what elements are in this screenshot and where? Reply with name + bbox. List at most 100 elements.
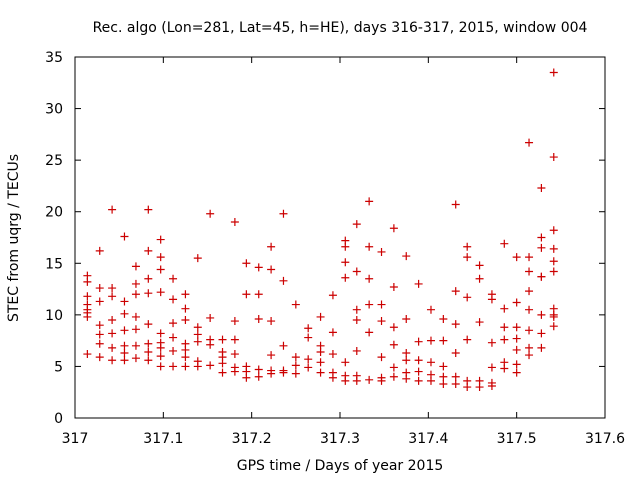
data-point — [352, 267, 361, 276]
data-point — [242, 259, 251, 268]
data-point — [537, 329, 546, 338]
data-point — [402, 314, 411, 323]
data-point — [144, 274, 153, 283]
chart-title: Rec. algo (Lon=281, Lat=45, h=HE), days … — [93, 20, 588, 36]
data-point — [83, 350, 92, 359]
data-point — [120, 326, 129, 335]
data-point — [475, 261, 484, 270]
data-point — [316, 358, 325, 367]
y-axis: 0 5 10 15 20 25 30 35 — [45, 50, 605, 427]
data-point — [169, 274, 178, 283]
data-point — [193, 254, 202, 263]
data-point — [108, 343, 117, 352]
data-point — [279, 276, 288, 285]
data-point — [389, 372, 398, 381]
data-point — [549, 226, 558, 235]
data-point — [144, 205, 153, 214]
data-point — [525, 305, 534, 314]
data-point — [377, 317, 386, 326]
data-point — [352, 220, 361, 229]
data-point — [487, 363, 496, 372]
data-point — [131, 290, 140, 299]
data-point — [156, 235, 165, 244]
data-point — [377, 300, 386, 309]
data-point — [487, 338, 496, 347]
data-point — [181, 304, 190, 313]
data-point — [402, 374, 411, 383]
data-point — [463, 242, 472, 251]
data-point — [144, 320, 153, 329]
data-point — [389, 224, 398, 233]
data-point — [365, 328, 374, 337]
data-point — [316, 347, 325, 356]
data-point — [463, 335, 472, 344]
data-point — [451, 320, 460, 329]
data-point — [144, 289, 153, 298]
data-point — [537, 272, 546, 281]
data-point — [83, 312, 92, 321]
data-point — [549, 244, 558, 253]
data-point — [500, 364, 509, 373]
data-point — [267, 369, 276, 378]
data-point — [218, 335, 227, 344]
x-tick-label: 317.3 — [320, 431, 360, 447]
data-point — [291, 369, 300, 378]
y-tick-label: 15 — [45, 256, 63, 272]
data-point — [95, 353, 104, 362]
data-point — [512, 298, 521, 307]
data-point — [377, 376, 386, 385]
y-tick-label: 35 — [45, 50, 63, 66]
data-point — [389, 340, 398, 349]
data-point — [328, 373, 337, 382]
data-point — [389, 323, 398, 332]
data-point — [108, 284, 117, 293]
data-point — [512, 345, 521, 354]
data-point — [439, 314, 448, 323]
data-point — [304, 333, 313, 342]
data-point — [120, 232, 129, 241]
data-point — [549, 310, 558, 319]
data-point — [120, 356, 129, 365]
data-point — [389, 283, 398, 292]
data-point — [254, 314, 263, 323]
data-point — [181, 290, 190, 299]
data-point — [402, 349, 411, 358]
data-point — [389, 363, 398, 372]
data-point — [95, 246, 104, 255]
data-point — [451, 349, 460, 358]
data-point — [279, 341, 288, 350]
data-point — [83, 292, 92, 301]
data-point — [439, 372, 448, 381]
data-point — [512, 334, 521, 343]
data-point — [95, 297, 104, 306]
data-point — [500, 239, 509, 248]
data-point — [402, 252, 411, 261]
data-point — [328, 350, 337, 359]
data-point — [328, 328, 337, 337]
data-point — [426, 376, 435, 385]
data-point — [131, 279, 140, 288]
data-point — [108, 329, 117, 338]
data-point — [169, 295, 178, 304]
data-point — [451, 372, 460, 381]
data-point — [254, 365, 263, 374]
data-point — [365, 274, 374, 283]
data-point — [352, 346, 361, 355]
data-point — [120, 349, 129, 358]
data-point — [352, 316, 361, 325]
data-point — [402, 356, 411, 365]
data-point — [439, 379, 448, 388]
data-point — [230, 335, 239, 344]
data-point — [230, 350, 239, 359]
data-point — [475, 274, 484, 283]
x-tick-label: 317.1 — [143, 431, 183, 447]
data-point — [451, 200, 460, 209]
data-point — [279, 209, 288, 218]
data-point — [206, 209, 215, 218]
data-point — [131, 341, 140, 350]
data-point — [131, 354, 140, 363]
data-point — [267, 317, 276, 326]
data-point — [463, 293, 472, 302]
data-point — [95, 284, 104, 293]
